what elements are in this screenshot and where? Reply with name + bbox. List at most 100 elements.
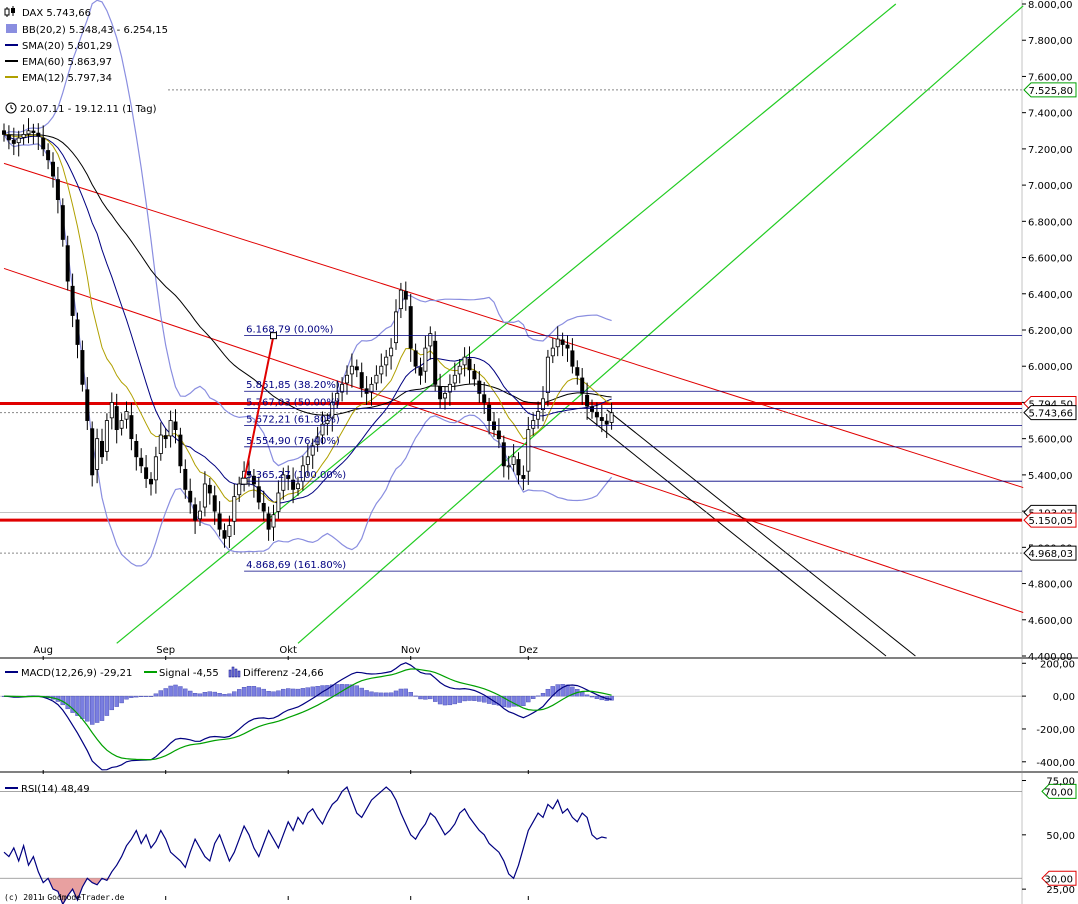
histogram-bar: [227, 693, 232, 697]
histogram-bar: [393, 690, 399, 697]
candle-body: [335, 392, 340, 402]
support-trendline: [3, 267, 1024, 614]
histogram-bar: [178, 686, 183, 697]
candle-body: [457, 365, 462, 375]
candle-body: [281, 474, 286, 491]
candle-body: [95, 438, 100, 470]
fib-anchor-handle: [270, 332, 277, 340]
candle-body: [168, 420, 173, 437]
candle-body: [536, 411, 541, 420]
histogram-bar: [173, 684, 178, 697]
candle-body: [144, 467, 149, 479]
candle-body: [183, 468, 188, 490]
candle-body: [398, 289, 403, 310]
histogram-bar: [349, 684, 355, 697]
fib-level-label: 5.672,21 (61.80%): [246, 415, 340, 426]
y-tick-label: 8.000,00: [1028, 0, 1073, 11]
downtrend-line-2: [606, 409, 916, 657]
histogram-bar: [187, 690, 193, 697]
histogram-bar: [202, 692, 208, 697]
candle-body: [85, 389, 90, 421]
candle-body: [344, 374, 349, 384]
macd-y-tick-label: 0,00: [1053, 692, 1075, 703]
candle-body: [2, 130, 7, 135]
histogram-bar: [413, 695, 418, 697]
candle-body: [173, 421, 178, 431]
macd-title: MACD(12,26,9) -29,21: [21, 668, 132, 679]
histogram-bar: [305, 687, 310, 697]
x-tick-label: Nov: [401, 645, 421, 656]
histogram-bar: [114, 695, 119, 707]
candle-body: [521, 475, 526, 479]
histogram-bar: [589, 695, 595, 698]
candle-body: [565, 344, 570, 349]
candle-body: [609, 412, 614, 423]
value-tag-box: [1023, 512, 1077, 528]
histogram-bar: [197, 693, 203, 697]
histogram-bar: [256, 687, 261, 697]
histogram-bar: [433, 695, 438, 702]
candle-body: [428, 333, 433, 347]
resistance-trendline: [3, 162, 1024, 489]
fib-level-label: 5.365,27 (100.00%): [246, 470, 346, 481]
histogram-bar: [496, 695, 502, 706]
x-tick-label: Aug: [33, 645, 53, 656]
y-tick-label: 6.800,00: [1028, 217, 1073, 228]
rsi-level-tag-label: 70,00: [1044, 787, 1073, 798]
candle-body: [271, 514, 276, 528]
signal-title: Signal -4,55: [159, 668, 219, 679]
candle-body: [413, 350, 418, 367]
candle-body: [340, 383, 345, 393]
histogram-bar: [75, 695, 80, 716]
candle-body: [570, 350, 575, 367]
candle-body: [124, 411, 129, 420]
histogram-bar: [134, 695, 139, 698]
histogram-bar: [183, 688, 188, 697]
histogram-bar: [163, 688, 168, 697]
value-tag-box: [1023, 405, 1077, 421]
candle-body: [163, 435, 168, 440]
x-tick-label: Okt: [279, 645, 297, 656]
candle-body: [90, 428, 95, 476]
rsi-panel: 70,00 30,00: [0, 783, 1077, 904]
y-tick-label: 6.200,00: [1028, 326, 1073, 337]
y-tick-label: 6.600,00: [1028, 254, 1073, 265]
candle-body: [501, 442, 506, 467]
value-tag-box: [1023, 545, 1077, 561]
candle-body: [452, 374, 457, 384]
value-tag: 4.968,03: [1023, 545, 1077, 561]
candle-body: [227, 525, 232, 537]
candle-body: [506, 465, 511, 468]
candle-body: [46, 150, 51, 161]
y-tick-label: 7.800,00: [1028, 36, 1073, 47]
candle-body: [511, 456, 516, 465]
candle-body: [369, 383, 374, 393]
candle-body: [438, 386, 443, 400]
histogram-bar: [472, 695, 477, 701]
candle-body: [433, 340, 438, 385]
histogram-bar: [452, 695, 457, 705]
candle-body: [193, 504, 198, 521]
histogram-bar: [594, 695, 600, 699]
rsi-level-tag-label: 30,00: [1044, 874, 1073, 885]
histogram-bar: [359, 687, 364, 697]
macd-y-tick-label: -200,00: [1036, 725, 1075, 736]
candle-body: [261, 503, 266, 512]
histogram-bar: [457, 695, 462, 703]
candle-body: [526, 429, 531, 472]
value-tag-label: 4.968,03: [1028, 549, 1073, 560]
histogram-bar: [531, 695, 536, 699]
ema12-line: [3, 133, 612, 503]
candle-body: [555, 338, 560, 348]
histogram-bar: [241, 687, 247, 697]
histogram-bar: [138, 695, 144, 697]
candle-body: [188, 490, 193, 503]
candle-body: [545, 356, 550, 393]
rsi-level-tag-box: [1041, 870, 1077, 886]
candle-body: [55, 179, 60, 200]
candle-body: [212, 495, 217, 512]
candle-body: [477, 380, 482, 394]
histogram-bar: [521, 695, 526, 706]
histogram-bar: [403, 688, 408, 697]
y-tick-label: 4.400,00: [1028, 652, 1073, 663]
